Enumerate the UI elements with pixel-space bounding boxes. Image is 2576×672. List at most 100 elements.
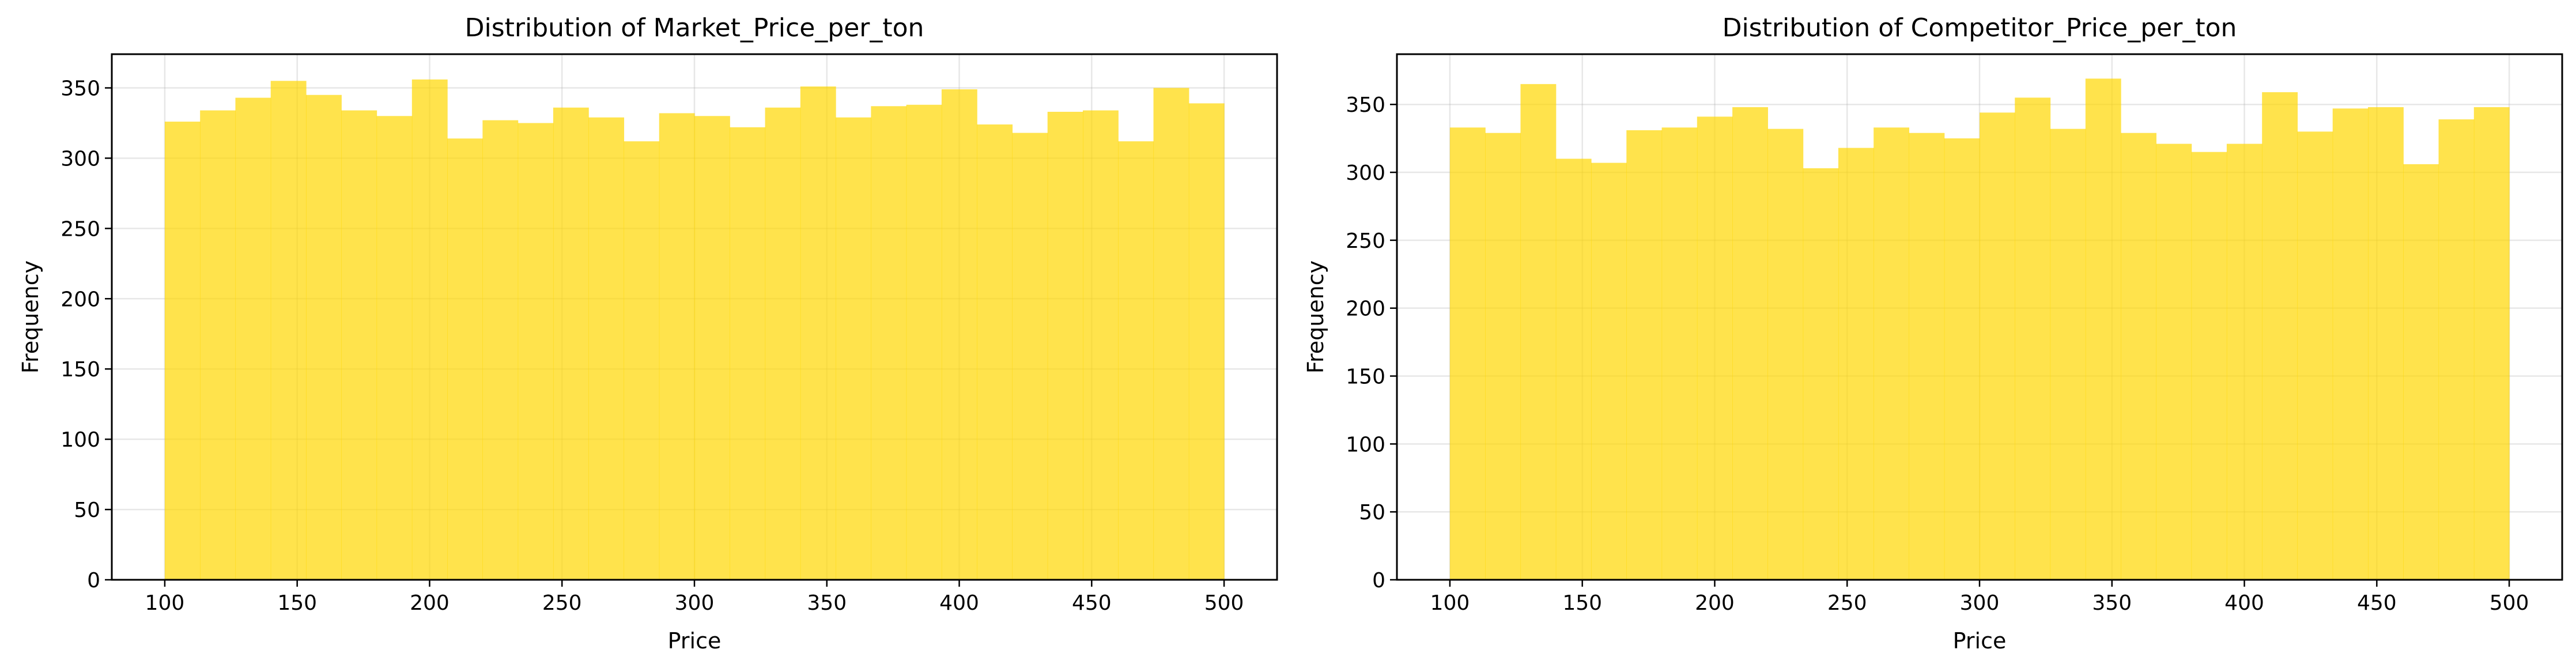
histogram-market-price: 100 150 200 250 300 350 400 450 500 0 50 100 150 200 2… [18,13,1278,654]
histogram-bar [588,117,625,580]
histogram-bar [1944,138,1980,580]
x-tick-label: 250 [1827,591,1867,615]
x-tick-label: 100 [145,591,185,615]
x-tick-label: 400 [2224,591,2264,615]
histogram-bar [1591,163,1627,580]
histogram-bar [2156,144,2192,580]
histogram-bar [2050,129,2086,580]
x-tick-label: 350 [2092,591,2132,615]
histogram-bar [1520,84,1557,580]
histogram-bar [1153,88,1189,580]
y-tick-label: 0 [1372,569,1385,592]
x-tick-label: 300 [1960,591,2000,615]
x-tick-label: 450 [2357,591,2397,615]
histogram-bar [730,127,766,580]
y-axis-label: Frequency [18,261,43,373]
y-tick-label: 100 [61,428,100,452]
histogram-bar [1188,103,1225,580]
x-tick-label: 150 [277,591,317,615]
histogram-bar [1555,158,1592,580]
x-tick-label: 100 [1430,591,1470,615]
histogram-bar [553,107,589,580]
histogram-bar [518,123,554,580]
histogram-bar [235,97,271,580]
histogram-bar [1767,129,1804,580]
x-axis-label: Price [1953,628,2007,654]
x-tick-label: 250 [542,591,582,615]
x-tick-label: 500 [1204,591,1244,615]
y-axis-label: Frequency [1303,261,1328,373]
histogram-bar [164,122,201,580]
chart-title: Distribution of Market_Price_per_ton [465,13,924,43]
y-tick-label: 100 [1346,433,1385,456]
x-tick-label: 350 [807,591,847,615]
histogram-bar [2262,92,2298,580]
histogram-bar [1485,133,1521,580]
y-tick-label: 200 [61,288,100,311]
y-tick-label: 50 [74,499,100,522]
y-tick-label: 350 [1346,93,1385,117]
histogram-bar [1083,110,1119,580]
histogram-bar [482,120,519,580]
histogram-bar [200,110,236,580]
histogram-bar [765,107,801,580]
histogram-bar [2226,144,2263,580]
histogram-bar [1118,141,1154,580]
histogram-bar [1047,111,1083,580]
histogram-bar [1980,112,2015,580]
histogram-bar [1803,168,1839,580]
histogram-bar [2121,133,2156,580]
y-tick-label: 150 [61,358,100,382]
histogram-bar [411,79,448,580]
histogram-bar [2085,78,2121,580]
histogram-bar [1732,107,1768,580]
y-tick-label: 350 [61,77,100,101]
chart-title: Distribution of Competitor_Price_per_ton [1723,13,2237,43]
y-tick-label: 250 [61,217,100,241]
histogram-bar [906,104,942,580]
histogram-bar [447,138,483,580]
histogram-bar [977,124,1013,580]
x-tick-label: 450 [1072,591,1112,615]
histogram-bar [2438,119,2475,580]
histogram-bar [836,117,871,580]
histogram-bar [270,81,307,580]
histogram-bar [1909,133,1945,580]
histogram-bar [871,106,907,580]
histogram-bar [1012,133,1048,580]
histogram-bar [2473,107,2510,580]
x-tick-label: 200 [410,591,450,615]
histogram-bar [800,86,836,580]
histogram-bar [2403,164,2439,580]
x-tick-label: 300 [675,591,715,615]
histogram-bar [376,116,413,580]
y-tick-label: 200 [1346,297,1385,321]
histogram-bar [694,116,730,580]
y-tick-label: 0 [87,569,100,592]
histogram-bar [2015,97,2051,580]
y-tick-label: 50 [1359,501,1385,524]
histogram-bar [1838,148,1874,580]
histogram-bar [1449,127,1486,580]
histogram-bar [2191,152,2227,580]
histogram-bar [1697,116,1733,580]
y-tick-label: 150 [1346,365,1385,389]
histogram-bar [1874,127,1910,580]
histogram-bar [1626,130,1663,580]
x-tick-label: 150 [1562,591,1602,615]
x-axis-label: Price [668,628,722,654]
histogram-bar [624,141,660,580]
histogram-bar [1661,127,1698,580]
x-tick-label: 500 [2490,591,2529,615]
histogram-bar [659,113,695,580]
histogram-competitor-price: 100 150 200 250 300 350 400 450 500 0 50 100 150 200 2… [1303,13,2563,654]
y-tick-label: 300 [1346,161,1385,185]
x-tick-label: 400 [939,591,979,615]
histogram-bar [341,110,377,580]
y-tick-label: 300 [61,147,100,171]
histogram-bar [2297,131,2333,580]
y-tick-label: 250 [1346,229,1385,253]
histogram-bar [2332,108,2369,580]
histogram-bar [305,95,342,580]
